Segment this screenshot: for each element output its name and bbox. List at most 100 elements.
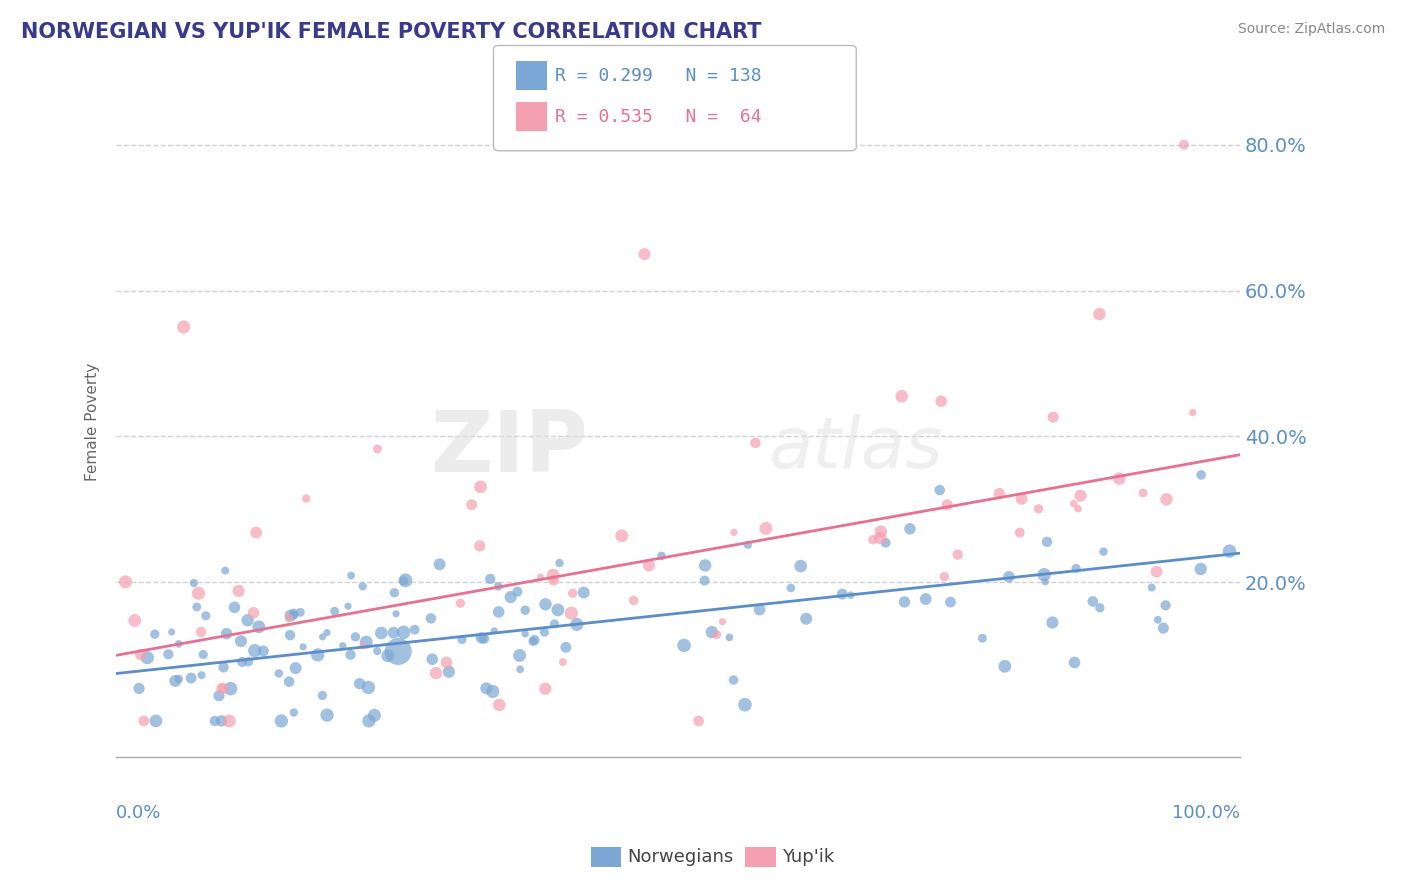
Point <box>541 568 564 582</box>
Point <box>755 521 778 535</box>
Point <box>488 698 510 712</box>
Point <box>160 625 183 640</box>
Point <box>283 608 305 623</box>
Point <box>998 570 1021 584</box>
Point <box>419 611 441 625</box>
Point <box>211 714 233 728</box>
Point <box>307 648 329 662</box>
Point <box>509 662 531 676</box>
Point <box>212 660 235 674</box>
Point <box>1063 656 1085 670</box>
Point <box>316 625 339 640</box>
Point <box>554 640 576 655</box>
Point <box>898 522 921 536</box>
Point <box>623 593 645 607</box>
Point <box>506 584 529 599</box>
Point <box>311 630 333 644</box>
Point <box>186 599 208 614</box>
Point <box>145 714 167 728</box>
Y-axis label: Female Poverty: Female Poverty <box>86 363 100 481</box>
Point <box>218 714 240 728</box>
Point <box>1088 307 1111 321</box>
Point <box>862 533 884 547</box>
Point <box>382 586 405 600</box>
Point <box>243 643 266 657</box>
Point <box>734 698 756 712</box>
Point <box>794 612 817 626</box>
Point <box>277 611 299 625</box>
Point <box>551 655 574 669</box>
Point <box>245 525 267 540</box>
Point <box>870 524 893 539</box>
Text: atlas: atlas <box>768 414 942 483</box>
Point <box>994 659 1017 673</box>
Text: 100.0%: 100.0% <box>1173 805 1240 822</box>
Point <box>394 574 416 588</box>
Point <box>352 639 374 653</box>
Point <box>1147 613 1170 627</box>
Point <box>278 674 301 689</box>
Point <box>565 617 588 632</box>
Point <box>1108 472 1130 486</box>
Point <box>173 320 195 334</box>
Point <box>693 574 716 588</box>
Point <box>190 668 212 682</box>
Point <box>1063 497 1085 511</box>
Point <box>231 655 253 669</box>
Point <box>934 569 956 583</box>
Point <box>167 637 190 651</box>
Point <box>392 625 415 640</box>
Point <box>290 606 312 620</box>
Point <box>1189 467 1212 482</box>
Point <box>1042 410 1064 425</box>
Point <box>1181 406 1204 420</box>
Point <box>344 630 367 644</box>
Point <box>633 247 655 261</box>
Point <box>1067 501 1090 516</box>
Point <box>311 689 333 703</box>
Point <box>404 623 426 637</box>
Point <box>292 640 315 654</box>
Point <box>972 632 994 646</box>
Point <box>1152 621 1174 635</box>
Point <box>208 689 231 703</box>
Point <box>673 639 696 653</box>
Point <box>242 606 264 620</box>
Point <box>706 628 728 642</box>
Point <box>534 597 557 611</box>
Point <box>449 596 471 610</box>
Point <box>187 586 209 600</box>
Point <box>143 627 166 641</box>
Text: Yup'ik: Yup'ik <box>782 848 834 866</box>
Point <box>283 607 305 621</box>
Point <box>236 613 259 627</box>
Point <box>354 635 377 649</box>
Point <box>165 673 187 688</box>
Point <box>529 570 551 584</box>
Point <box>366 644 388 658</box>
Point <box>316 708 339 723</box>
Point <box>392 574 415 588</box>
Point <box>928 483 950 497</box>
Point <box>534 681 557 696</box>
Point <box>831 587 853 601</box>
Point <box>914 592 936 607</box>
Point <box>377 648 399 663</box>
Point <box>523 633 546 648</box>
Point <box>340 568 363 582</box>
Point <box>280 608 302 623</box>
Point <box>339 648 361 662</box>
Point <box>193 648 215 662</box>
Point <box>561 586 583 600</box>
Point <box>270 714 292 728</box>
Point <box>1008 525 1031 540</box>
Point <box>470 631 492 645</box>
Point <box>337 599 360 614</box>
Text: NORWEGIAN VS YUP'IK FEMALE POVERTY CORRELATION CHART: NORWEGIAN VS YUP'IK FEMALE POVERTY CORRE… <box>21 22 762 42</box>
Point <box>352 579 374 593</box>
Point <box>363 708 385 723</box>
Point <box>420 652 443 666</box>
Point <box>1081 594 1104 608</box>
Point <box>839 588 862 602</box>
Point <box>869 531 891 545</box>
